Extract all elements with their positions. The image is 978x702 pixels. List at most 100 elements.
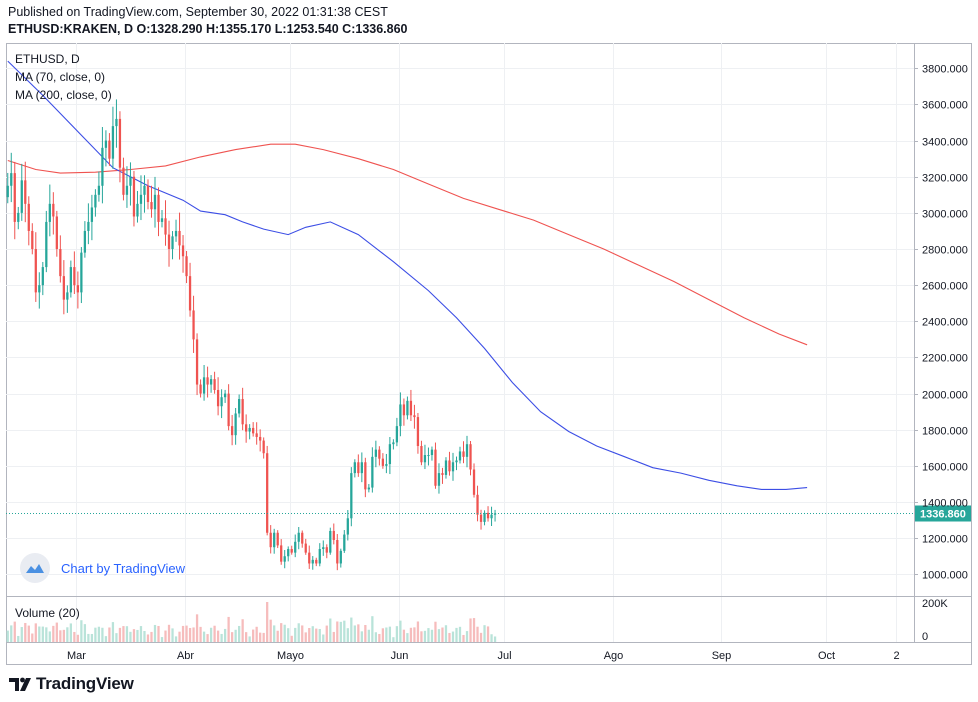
candle-down [325,547,328,553]
legend-ma70[interactable]: MA (70, close, 0) [15,70,105,84]
candle-up [17,212,20,222]
volume-bar [195,614,199,642]
volume-bar [52,625,55,642]
candles [6,99,497,571]
volume-bar [297,623,300,642]
candle-up [322,547,325,550]
candle-up [297,532,300,542]
volume-bar [118,627,122,642]
candle-up [385,464,388,466]
price-axis[interactable]: 1000.000 1200.000 1400.000 1600.000 1800.000… [914,64,968,644]
volume-bar [318,628,321,642]
volume-bar [311,626,314,642]
volume-bar [276,630,279,642]
volume-bar [6,630,9,642]
candle-down [132,176,136,217]
volume-bar [108,627,111,642]
last-price-tag [915,505,971,522]
volume-bar [420,631,423,642]
volume-bar [346,628,349,642]
candle-down [332,530,335,540]
volume-bar [178,631,181,642]
volume-bar [360,631,363,642]
candle-up [101,147,104,186]
candle-up [125,185,129,195]
chart-header: Published on TradingView.com, September … [8,4,968,38]
candle-down [73,267,76,286]
x-tick-label: Mayo [277,650,304,662]
volume-bar [381,628,385,642]
volume-bar [301,625,304,642]
volume-bar [234,629,237,642]
volume-bar [388,626,392,642]
y-tick-label: 3200.000 [922,173,968,185]
volume-bar [66,627,69,642]
candle-down [336,539,339,564]
candle-up [220,397,223,407]
candle-up [104,140,108,148]
volume-bar [486,626,490,642]
volume-bar [406,633,409,642]
candle-down [266,453,269,533]
volume-bar [160,637,164,642]
volume-bar [209,627,213,642]
chart-attribution[interactable]: Chart by TradingView [20,553,185,583]
candle-down [252,427,255,434]
footer-brand-text: TradingView [36,674,134,693]
volume-tick-label: 0 [922,631,928,643]
volume-bar [444,625,448,642]
candle-down [167,234,171,250]
candle-up [294,541,297,553]
volume-bar [441,627,444,642]
candle-up [171,236,174,250]
time-axis[interactable]: Mar Abr Mayo Jun Jul Ago Sep Oct 2 [67,650,900,662]
candle-up [493,513,497,515]
candle-up [38,285,41,293]
attribution-text[interactable]: Chart by TradingView [61,560,186,576]
candle-up [367,487,370,490]
legend-volume[interactable]: Volume (20) [15,606,80,620]
y-tick-label: 1000.000 [922,570,968,582]
candle-down [357,462,360,474]
volume-bar [329,618,332,642]
candle-down [157,194,160,222]
candle-up [490,514,493,519]
candle-down [301,532,304,544]
volume-bar [252,629,255,642]
candle-down [185,256,188,277]
candle-down [59,249,62,277]
candle-down [34,249,37,293]
y-tick-label: 2800.000 [922,245,968,257]
volume-bar [10,625,13,642]
candle-down [164,218,167,235]
volume-bar [339,621,342,642]
candle-down [108,140,111,159]
candle-down [13,173,16,222]
candle-down [434,449,437,486]
volume-bar [83,624,87,642]
candle-up [455,460,458,463]
candle-down [462,451,465,457]
volume-bar [315,628,318,642]
candle-up [48,203,51,222]
candle-up [45,221,48,268]
y-tick-label: 1200.000 [922,534,968,546]
y-tick-label: 2200.000 [922,353,968,365]
candle-down [150,202,153,210]
ohlc-line: ETHUSD:KRAKEN, D O:1328.290 H:1355.170 L… [8,22,408,36]
candle-down [469,444,472,470]
candle-down [402,404,406,416]
candle-down [195,339,199,385]
volume-bar [248,636,251,642]
candle-up [399,404,402,427]
y-tick-label: 1400.000 [922,498,968,510]
candle-down [192,310,195,340]
volume-bar [41,626,44,642]
x-tick-label: Abr [177,650,194,662]
candle-down [262,440,265,454]
candle-up [360,462,363,474]
legend-ma200[interactable]: MA (200, close, 0) [15,88,112,102]
volume-bar [430,629,434,642]
volume-bar [38,626,41,642]
